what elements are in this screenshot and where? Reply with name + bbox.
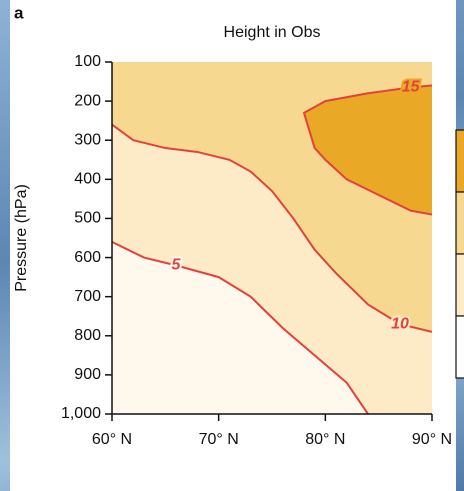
contour-label: 5: [172, 257, 182, 274]
contour-line: [112, 123, 432, 333]
contour-line: [112, 241, 369, 414]
y-tick-label: 500: [74, 210, 101, 227]
y-tick-label: 400: [74, 171, 101, 188]
x-tick-label: 60° N: [92, 431, 132, 448]
y-tick-label: 100: [74, 53, 101, 70]
contour-label: 10: [391, 315, 409, 332]
legend-swatch: [455, 191, 464, 255]
y-tick-label: 600: [74, 249, 101, 266]
legend-swatch: [455, 253, 464, 317]
y-tick-label: 900: [74, 366, 101, 383]
contour-fill: [112, 241, 368, 414]
legend-swatch: [455, 315, 464, 379]
y-tick-label: 1,000: [61, 405, 101, 422]
contour-line: [302, 84, 432, 216]
contour-label: 15: [402, 79, 421, 96]
x-tick-label: 70° N: [199, 431, 239, 448]
y-tick-label: 700: [74, 288, 101, 305]
panel-label: a: [14, 3, 24, 22]
legend-swatch: [455, 129, 464, 193]
chart-title: Height in Obs: [224, 24, 321, 41]
x-tick-label: 90° N: [412, 431, 452, 448]
y-tick-label: 300: [74, 131, 101, 148]
contour-fill: [304, 85, 432, 215]
y-axis-label: Pressure (hPa): [13, 184, 30, 292]
y-tick-label: 800: [74, 327, 101, 344]
y-tick-label: 200: [74, 92, 101, 109]
x-tick-label: 80° N: [305, 431, 345, 448]
